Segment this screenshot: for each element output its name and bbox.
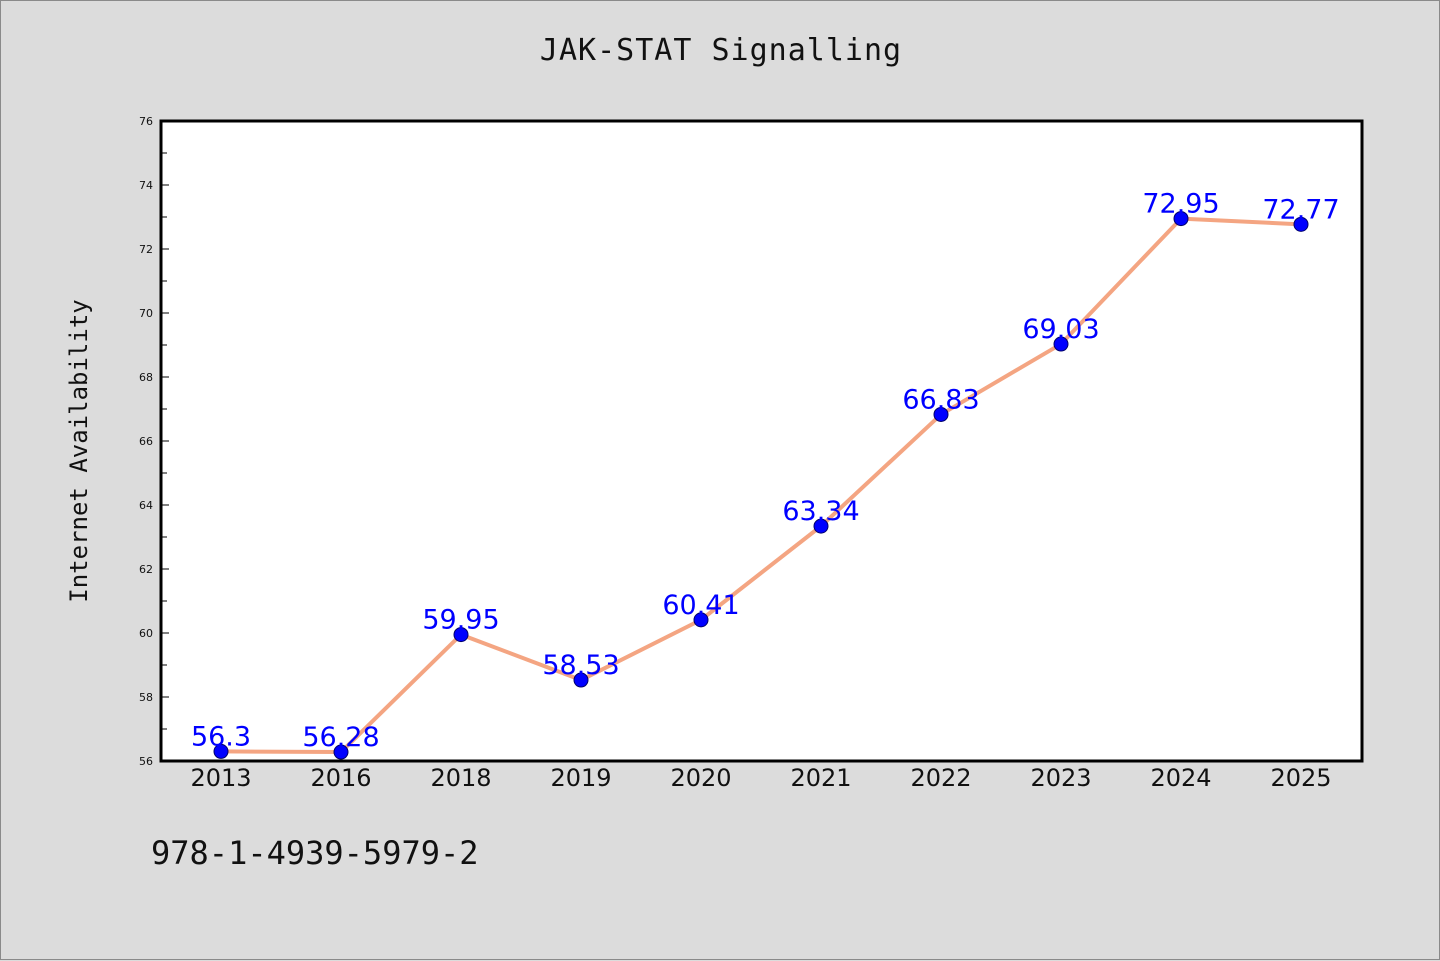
x-tick-label: 2025 <box>1270 764 1331 792</box>
x-tick-label: 2013 <box>190 764 251 792</box>
data-label: 63.34 <box>782 496 859 527</box>
x-tick-label: 2022 <box>910 764 971 792</box>
data-point <box>693 612 709 628</box>
y-tick-label: 74 <box>139 179 153 192</box>
data-label: 72.77 <box>1262 194 1339 225</box>
isbn-text: 978-1-4939-5979-2 <box>151 834 479 872</box>
data-label: 56.3 <box>191 721 251 752</box>
data-label: 56.28 <box>302 722 379 753</box>
y-tick-label: 66 <box>139 435 153 448</box>
y-tick-label: 70 <box>139 307 153 320</box>
y-tick-label: 60 <box>139 627 153 640</box>
x-tick-label: 2016 <box>310 764 371 792</box>
data-point <box>1173 211 1189 227</box>
y-tick-label: 68 <box>139 371 153 384</box>
data-point <box>1293 216 1309 232</box>
data-label: 66.83 <box>902 384 979 415</box>
data-label: 60.41 <box>662 590 739 621</box>
data-point <box>1053 336 1069 352</box>
y-tick-label: 64 <box>139 499 153 512</box>
data-point <box>933 406 949 422</box>
data-label: 58.53 <box>542 650 619 681</box>
x-tick-label: 2020 <box>670 764 731 792</box>
x-tick-label: 2019 <box>550 764 611 792</box>
x-tick-label: 2018 <box>430 764 491 792</box>
x-tick-label: 2024 <box>1150 764 1211 792</box>
series-line <box>219 216 1303 755</box>
y-tick-label: 58 <box>139 691 153 704</box>
data-point <box>333 744 349 760</box>
data-point <box>573 672 589 688</box>
y-tick-label: 62 <box>139 563 153 576</box>
data-label: 59.95 <box>422 605 499 636</box>
data-point <box>813 518 829 534</box>
data-label: 69.03 <box>1022 314 1099 345</box>
x-tick-label: 2021 <box>790 764 851 792</box>
x-tick-label: 2023 <box>1030 764 1091 792</box>
y-tick-label: 76 <box>139 115 153 128</box>
y-tick-label: 56 <box>139 755 153 768</box>
chart-title: JAK-STAT Signalling <box>539 33 903 68</box>
y-tick-label: 72 <box>139 243 153 256</box>
data-point <box>213 743 229 759</box>
data-point <box>453 627 469 643</box>
data-label: 72.95 <box>1142 189 1219 220</box>
plot-area <box>159 119 1364 763</box>
